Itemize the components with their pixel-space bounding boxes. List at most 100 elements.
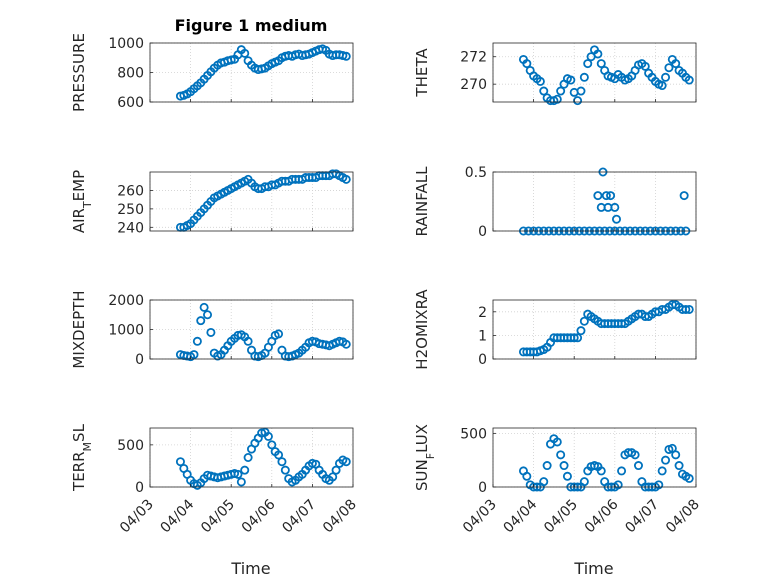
data-point — [233, 469, 243, 479]
x-axis-label-left: Time — [230, 559, 270, 578]
data-point — [240, 465, 250, 475]
data-point — [539, 477, 549, 487]
x-axis-label-right: Time — [573, 559, 613, 578]
data-point — [610, 202, 620, 212]
data-point — [199, 302, 209, 312]
data-point — [674, 461, 684, 471]
y-tick-label: 0.5 — [465, 165, 487, 181]
data-point — [535, 76, 545, 86]
data-point — [684, 75, 694, 85]
x-tick-label: 04/04 — [158, 496, 198, 536]
x-tick-label: 04/07 — [279, 497, 319, 537]
data-point — [661, 455, 671, 465]
data-point — [206, 327, 216, 337]
data-point — [189, 350, 199, 360]
y-tick-label: 0 — [478, 224, 487, 240]
data-point — [579, 477, 589, 487]
subplot-6: 0 1 2 H2OMIXRA — [413, 289, 697, 370]
data-point — [583, 59, 593, 69]
axes-box — [492, 42, 697, 103]
data-point — [542, 461, 552, 471]
y-axis-label: TERRMSL — [70, 423, 94, 492]
data-point — [556, 450, 566, 460]
data-point — [274, 450, 284, 460]
data-point — [569, 333, 579, 343]
x-tick-label: 04/08 — [663, 497, 703, 537]
data-point — [562, 471, 572, 481]
data-point — [596, 59, 606, 69]
data-point — [593, 191, 603, 201]
data-point — [328, 472, 338, 482]
data-point — [681, 304, 691, 314]
x-tick-label: 04/08 — [320, 497, 360, 537]
data-point — [633, 461, 643, 471]
y-axis-label: THETA — [413, 48, 431, 98]
data-point — [243, 336, 253, 346]
x-tick-label: 04/05 — [541, 497, 581, 537]
data-point — [617, 466, 627, 476]
data-point — [630, 450, 640, 460]
plot-area — [493, 172, 696, 231]
data-point — [341, 457, 351, 467]
data-point — [522, 59, 532, 69]
y-tick-label: 0 — [478, 352, 487, 368]
data-point — [341, 174, 351, 184]
data-point — [579, 316, 589, 326]
y-tick-label: 500 — [460, 426, 487, 442]
data-point — [640, 61, 650, 71]
data-point — [277, 457, 287, 467]
y-tick-label: 500 — [117, 438, 144, 454]
x-tick-label: 04/06 — [239, 496, 279, 536]
axes-box — [149, 171, 354, 232]
subplot-8: 0 500 04/03 04/04 04/05 04/06 04/07 04/08 SUNFLU… — [413, 424, 703, 536]
figure-title: Figure 1 medium — [175, 16, 328, 35]
y-tick-label: 250 — [117, 202, 144, 218]
subplot-1: 600 800 1000 PRESSURE — [70, 33, 354, 112]
y-tick-label: 0 — [135, 480, 144, 496]
data-point — [684, 304, 694, 314]
y-axis-label: MIXDEPTH — [70, 290, 88, 368]
y-tick-label: 0 — [135, 352, 144, 368]
data-point — [684, 473, 694, 483]
subplot-5: 0 1000 2000 MIXDEPTH — [70, 290, 354, 369]
data-point — [556, 86, 566, 96]
axes-box — [492, 427, 697, 488]
data-point — [236, 477, 246, 487]
y-axis-label: RAINFALL — [413, 166, 431, 237]
data-point — [331, 465, 341, 475]
data-point — [552, 437, 562, 447]
axes-box — [492, 299, 697, 360]
y-tick-label: 260 — [117, 183, 144, 199]
data-point — [664, 63, 674, 73]
data-point — [192, 336, 202, 346]
data-point — [671, 450, 681, 460]
y-axis-label: PRESSURE — [70, 33, 88, 112]
x-tick-label: 04/05 — [198, 497, 238, 537]
data-point — [579, 72, 589, 82]
data-point — [611, 214, 621, 224]
data-point — [679, 191, 689, 201]
x-tick-label: 04/03 — [117, 497, 157, 537]
subplot-2: 270 272 THETA — [413, 42, 697, 106]
y-tick-label: 600 — [117, 95, 144, 111]
data-point — [175, 457, 185, 467]
y-tick-label: 1 — [478, 328, 487, 344]
y-tick-label: 1000 — [108, 36, 144, 52]
data-point — [559, 461, 569, 471]
data-point — [243, 452, 253, 462]
y-tick-label: 1000 — [108, 323, 144, 339]
data-point — [341, 339, 351, 349]
data-point — [539, 86, 549, 96]
data-point — [280, 465, 290, 475]
axes-box — [492, 171, 697, 232]
data-point — [196, 316, 206, 326]
data-point — [274, 329, 284, 339]
y-tick-label: 270 — [460, 77, 487, 93]
axes-box — [149, 427, 354, 488]
data-point — [203, 310, 213, 320]
data-point — [593, 49, 603, 59]
x-tick-label: 04/07 — [622, 497, 662, 537]
x-tick-label: 04/04 — [501, 496, 541, 536]
